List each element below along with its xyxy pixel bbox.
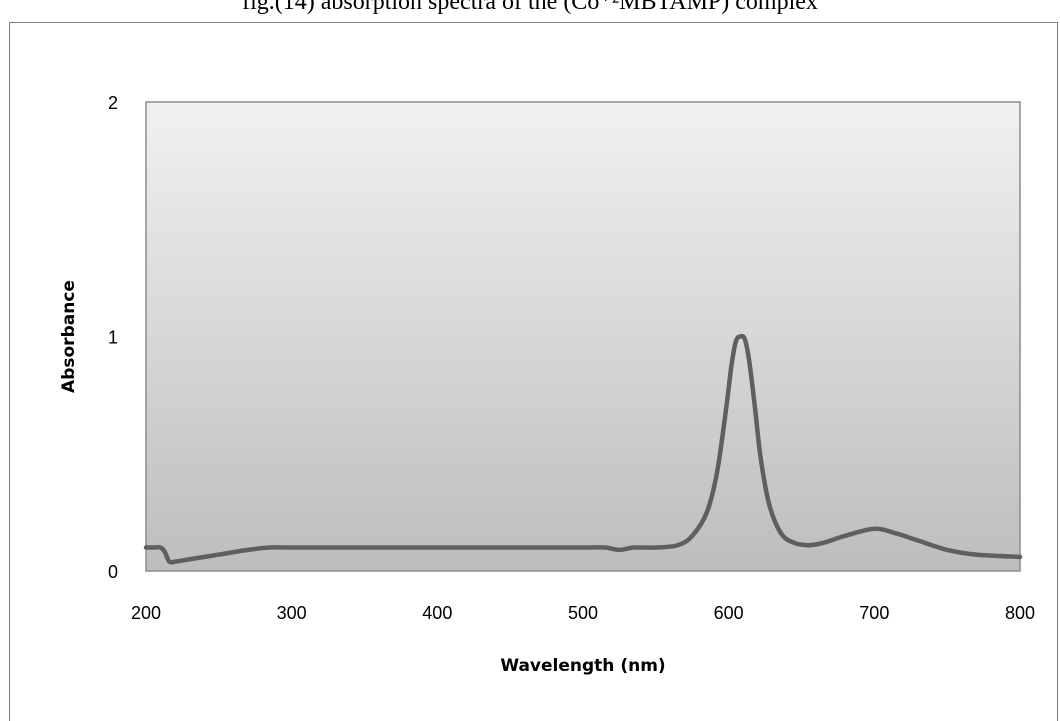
x-tick-label: 500 xyxy=(568,603,598,623)
plot-area xyxy=(145,101,1021,572)
x-tick-label: 400 xyxy=(422,603,452,623)
x-tick-label: 200 xyxy=(131,603,161,623)
y-tick-label: 1 xyxy=(108,328,118,348)
x-tick-label: 300 xyxy=(277,603,307,623)
x-axis-title: Wavelength (nm) xyxy=(500,656,665,676)
x-tick-label: 600 xyxy=(714,603,744,623)
x-tick-label: 800 xyxy=(1005,603,1035,623)
y-tick-label: 0 xyxy=(108,562,118,582)
tick-labels: 200 300 400 500 600 700 800 0 1 2 xyxy=(108,93,1035,623)
x-tick-label: 700 xyxy=(859,603,889,623)
y-tick-label: 2 xyxy=(108,93,118,113)
figure-caption: fig.(14) absorption spectra of the (Co⁺²… xyxy=(242,0,818,15)
series-line xyxy=(143,333,1023,565)
y-axis-title: Absorbance xyxy=(59,280,79,393)
